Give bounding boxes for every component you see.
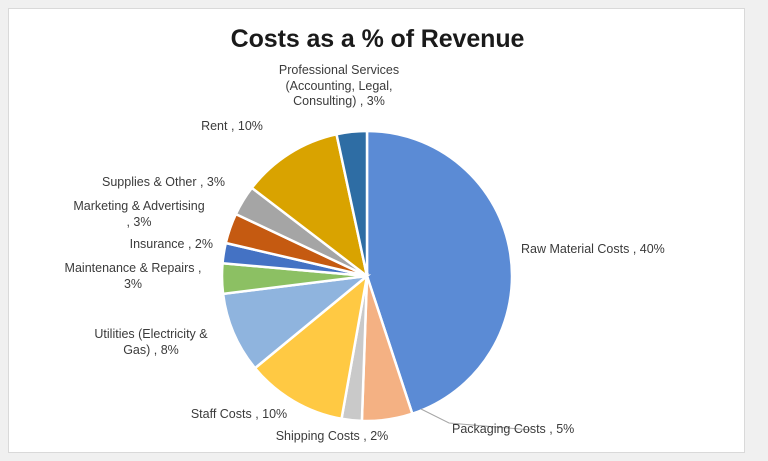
pie-slice[interactable]: Staff Costs , 10% <box>253 272 369 421</box>
slice-label-maintenance-repairs: Maintenance & Repairs , 3% <box>64 261 202 291</box>
slice-label-marketing-advertising: Marketing & Advertising , 3% <box>73 199 205 229</box>
slice-label-staff-costs: Staff Costs , 10% <box>190 407 288 421</box>
slice-label-packaging-costs: Packaging Costs , 5% <box>452 422 575 436</box>
leader-line-packaging <box>420 408 532 431</box>
pie-slice[interactable]: Utilities (Electricity & Gas) , 8% <box>221 274 372 370</box>
pie-slice[interactable]: Rent , 10% <box>250 132 369 280</box>
pie-slice[interactable]: Raw Material Costs , 40% <box>365 129 514 416</box>
slice-label-raw-material-costs: Raw Material Costs , 40% <box>521 242 665 256</box>
slice-label-professional-services: Professional Services (Accounting, Legal… <box>278 63 400 109</box>
slice-label-utilities: Utilities (Electricity & Gas) , 8% <box>94 327 208 357</box>
pie-slice[interactable]: Professional Services (Accounting, Legal… <box>335 129 369 277</box>
slice-label-shipping-costs: Shipping Costs , 2% <box>275 429 389 443</box>
pie-slices: Raw Material Costs , 40%Packaging Costs … <box>220 129 514 423</box>
pie-chart-svg: Raw Material Costs , 40%Packaging Costs … <box>220 129 532 431</box>
chart-title: Costs as a % of Revenue <box>230 25 525 53</box>
slice-label-supplies-other: Supplies & Other , 3% <box>102 175 225 189</box>
slice-label-insurance: Insurance , 2% <box>129 237 213 251</box>
slice-label-rent: Rent , 10% <box>201 119 263 133</box>
leader-lines <box>420 408 532 431</box>
chart-panel: Costs as a % of Revenue Raw Material Cos… <box>8 8 745 453</box>
